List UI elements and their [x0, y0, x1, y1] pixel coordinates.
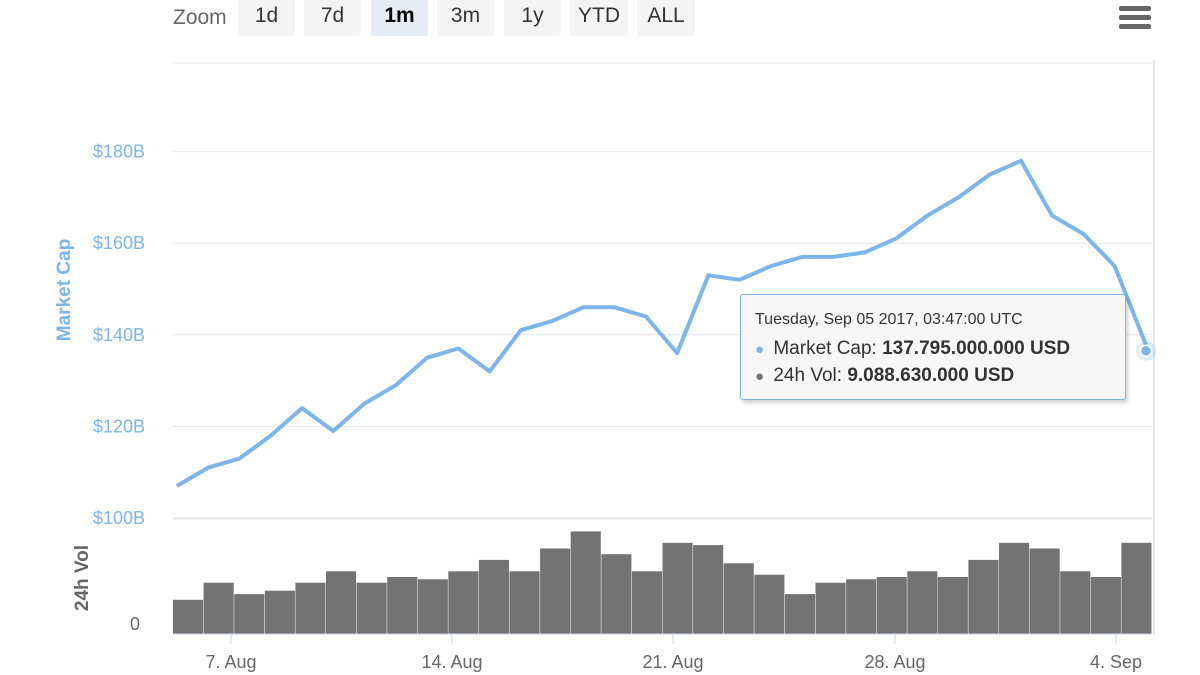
zoom-7d-button[interactable]: 7d	[304, 0, 361, 36]
zoom-3m-button[interactable]: 3m	[437, 0, 494, 36]
volume-bar	[509, 571, 540, 634]
market-cap-line	[175, 158, 1148, 488]
volume-bar	[295, 582, 326, 634]
y-tick-label: $140B	[93, 325, 145, 345]
tooltip: Tuesday, Sep 05 2017, 03:47:00 UTC ● Mar…	[740, 294, 1126, 400]
volume-bar	[203, 582, 234, 634]
volume-bar	[356, 582, 387, 634]
y-axis-title-volume: 24h Vol	[72, 545, 93, 611]
volume-bar	[1060, 571, 1091, 634]
x-tick-label: 28. Aug	[864, 652, 925, 672]
volume-bar	[326, 571, 357, 634]
market-cap-series	[175, 158, 1156, 488]
volume-bar	[1029, 548, 1060, 634]
volume-bar	[540, 548, 571, 634]
tooltip-series-name: 24h Vol	[773, 365, 837, 386]
volume-bar	[999, 542, 1030, 634]
range-selector: Zoom 1d 7d 1m 3m 1y YTD ALL	[0, 0, 1200, 40]
y-tick-label-volume: 0	[130, 614, 140, 634]
volume-bar	[387, 577, 418, 634]
volume-bar	[784, 594, 815, 634]
volume-bar	[417, 579, 448, 634]
hover-point	[1139, 344, 1153, 358]
volume-bar	[631, 571, 662, 634]
tooltip-series-value: 137.795.000.000 USD	[882, 338, 1071, 359]
volume-bar	[815, 582, 846, 634]
zoom-1d-button[interactable]: 1d	[238, 0, 295, 36]
volume-bar	[234, 594, 265, 634]
volume-columns	[173, 531, 1152, 634]
volume-bar	[693, 545, 724, 634]
y-tick-label: $160B	[93, 233, 145, 253]
volume-bar	[968, 559, 999, 634]
bullet-icon: ●	[755, 341, 765, 358]
tooltip-series-name: Market Cap	[773, 338, 872, 359]
tooltip-row-volume: ● 24h Vol: 9.088.630.000 USD	[755, 365, 1015, 386]
volume-bar	[876, 577, 907, 634]
volume-bar	[478, 559, 509, 634]
volume-bar	[723, 563, 754, 634]
tooltip-series-value: 9.088.630.000 USD	[847, 365, 1015, 386]
volume-bar	[1090, 577, 1121, 634]
volume-bar	[448, 571, 479, 634]
bullet-icon: ●	[755, 368, 765, 385]
zoom-ytd-button[interactable]: YTD	[570, 0, 628, 36]
volume-bar	[846, 579, 877, 634]
volume-bar	[754, 574, 785, 634]
y-tick-label: $180B	[93, 142, 145, 162]
volume-bar	[173, 599, 204, 634]
y-tick-label: $100B	[93, 508, 145, 528]
volume-bar	[570, 531, 601, 634]
hamburger-menu-icon[interactable]	[1119, 6, 1151, 32]
y-tick-label: $120B	[93, 416, 145, 436]
zoom-label: Zoom	[173, 6, 227, 29]
zoom-all-button[interactable]: ALL	[637, 0, 695, 36]
tooltip-row-market-cap: ● Market Cap: 137.795.000.000 USD	[755, 338, 1071, 359]
volume-bar	[601, 554, 632, 634]
volume-bar	[1121, 542, 1152, 634]
volume-bar	[937, 577, 968, 634]
zoom-1y-button[interactable]: 1y	[504, 0, 561, 36]
axes: $100B $120B $140B $160B $180B Market Cap 24h V…	[54, 142, 1152, 672]
x-tick-label: 14. Aug	[421, 652, 482, 672]
x-tick-label: 4. Sep	[1090, 652, 1142, 672]
y-axis-title-market-cap: Market Cap	[54, 239, 75, 341]
zoom-1m-button[interactable]: 1m	[371, 0, 428, 36]
x-tick-label: 21. Aug	[642, 652, 703, 672]
volume-bar	[264, 590, 295, 634]
x-tick-label: 7. Aug	[205, 652, 256, 672]
tooltip-header: Tuesday, Sep 05 2017, 03:47:00 UTC	[755, 311, 1023, 328]
volume-bar	[907, 571, 938, 634]
volume-bar	[662, 542, 693, 634]
